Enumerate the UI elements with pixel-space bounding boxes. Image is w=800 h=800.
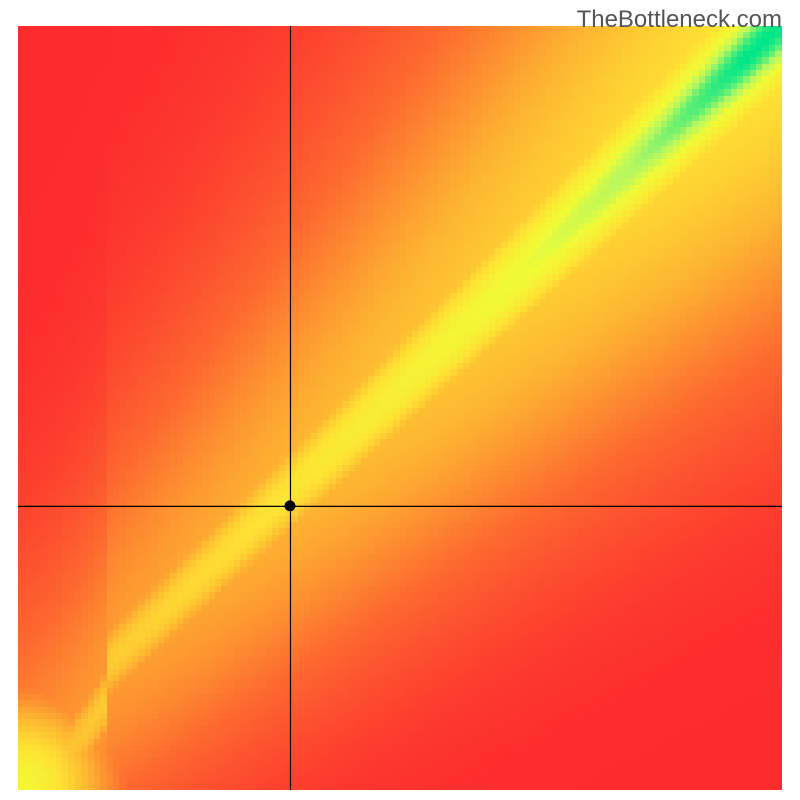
bottleneck-heatmap-container: TheBottleneck.com	[0, 0, 800, 800]
heatmap-canvas	[18, 26, 782, 790]
watermark-text: TheBottleneck.com	[577, 6, 782, 34]
